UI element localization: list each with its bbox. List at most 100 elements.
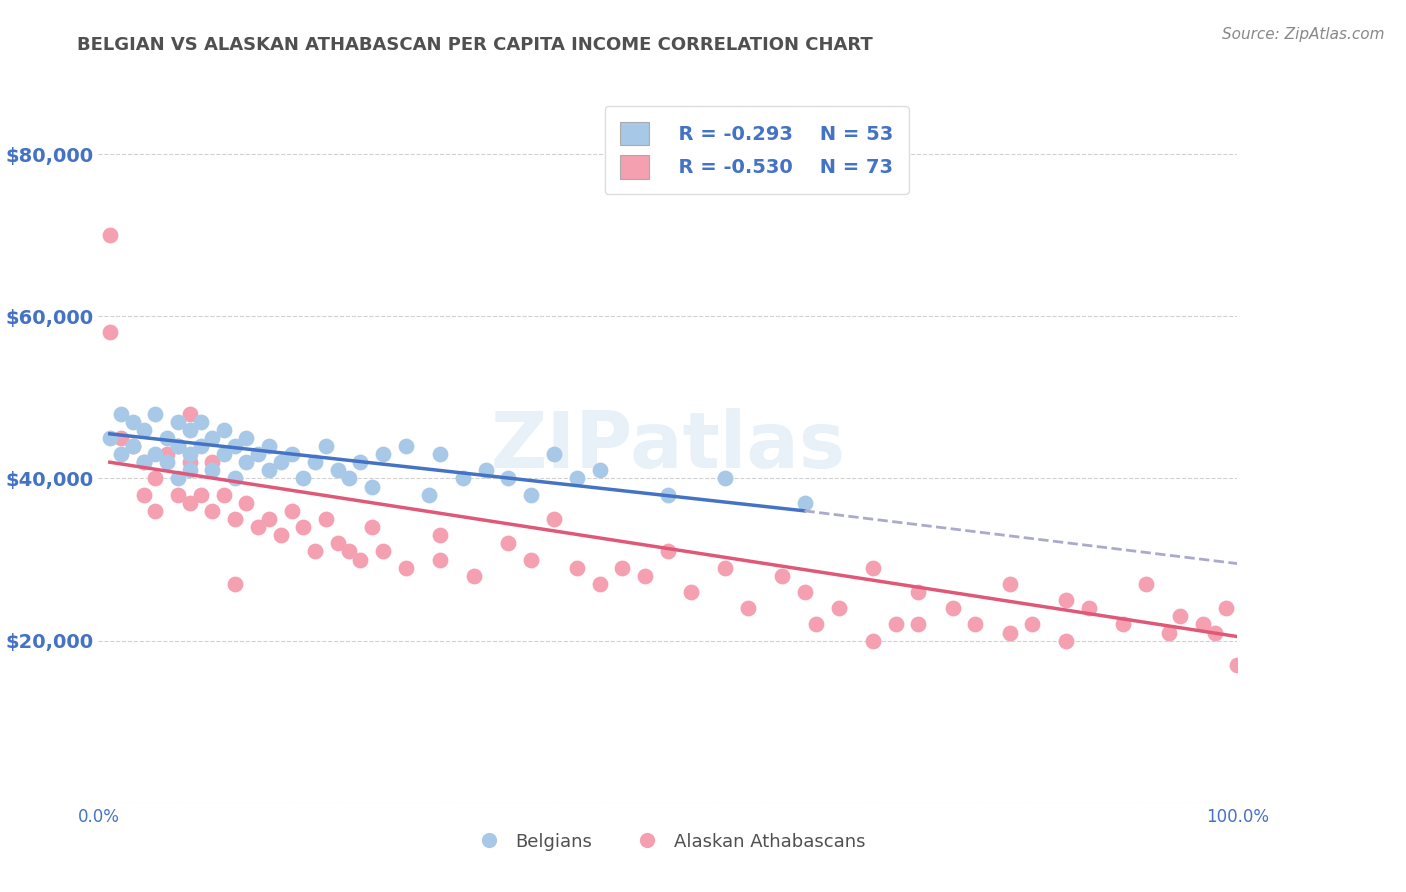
Point <box>167 488 190 502</box>
Point <box>145 447 167 461</box>
Point <box>520 552 543 566</box>
Point <box>132 423 155 437</box>
Point <box>110 407 132 421</box>
Point <box>235 431 257 445</box>
Point <box>259 512 281 526</box>
Point <box>429 528 451 542</box>
Point <box>1054 593 1078 607</box>
Point <box>132 455 155 469</box>
Point <box>212 423 235 437</box>
Point <box>167 439 190 453</box>
Point <box>565 471 588 485</box>
Point <box>190 439 212 453</box>
Point <box>349 552 371 566</box>
Point <box>292 520 315 534</box>
Point <box>304 455 326 469</box>
Point <box>498 536 520 550</box>
Point <box>770 568 793 582</box>
Point <box>862 633 884 648</box>
Point <box>145 407 167 421</box>
Point <box>612 560 634 574</box>
Point <box>304 544 326 558</box>
Point <box>121 439 143 453</box>
Point <box>1204 625 1226 640</box>
Point <box>190 415 212 429</box>
Point <box>737 601 759 615</box>
Point <box>224 512 246 526</box>
Point <box>634 568 657 582</box>
Point <box>942 601 965 615</box>
Point <box>1226 657 1249 672</box>
Point <box>326 536 349 550</box>
Point <box>349 455 371 469</box>
Point <box>156 447 179 461</box>
Point <box>190 488 212 502</box>
Point <box>907 617 929 632</box>
Point <box>998 625 1021 640</box>
Point <box>588 577 610 591</box>
Point <box>224 577 246 591</box>
Point <box>132 488 155 502</box>
Point <box>1078 601 1101 615</box>
Point <box>179 447 201 461</box>
Point <box>418 488 440 502</box>
Point <box>520 488 543 502</box>
Point <box>965 617 987 632</box>
Point <box>259 439 281 453</box>
Point <box>474 463 496 477</box>
Point <box>270 528 292 542</box>
Point <box>121 415 143 429</box>
Point <box>337 471 360 485</box>
Point <box>371 447 394 461</box>
Point <box>98 431 121 445</box>
Point <box>1157 625 1180 640</box>
Point <box>337 544 360 558</box>
Point <box>543 512 565 526</box>
Point <box>657 488 679 502</box>
Point <box>714 471 737 485</box>
Point <box>371 544 394 558</box>
Point <box>179 423 201 437</box>
Point <box>212 447 235 461</box>
Point <box>224 471 246 485</box>
Point <box>714 560 737 574</box>
Point <box>156 455 179 469</box>
Point <box>235 496 257 510</box>
Point <box>281 504 304 518</box>
Point <box>565 560 588 574</box>
Text: ZIPatlas: ZIPatlas <box>491 408 845 484</box>
Point <box>1170 609 1192 624</box>
Point <box>270 455 292 469</box>
Point <box>121 439 143 453</box>
Point <box>110 447 132 461</box>
Point <box>543 447 565 461</box>
Point <box>179 455 201 469</box>
Point <box>429 447 451 461</box>
Point <box>588 463 610 477</box>
Point <box>281 447 304 461</box>
Point <box>98 228 121 243</box>
Point <box>429 552 451 566</box>
Point <box>212 488 235 502</box>
Point <box>110 431 132 445</box>
Point <box>167 439 190 453</box>
Point <box>998 577 1021 591</box>
Point <box>679 585 702 599</box>
Point <box>451 471 474 485</box>
Text: Source: ZipAtlas.com: Source: ZipAtlas.com <box>1222 27 1385 42</box>
Point <box>156 431 179 445</box>
Point <box>395 560 418 574</box>
Point <box>657 544 679 558</box>
Point <box>804 617 827 632</box>
Point <box>145 504 167 518</box>
Legend: Belgians, Alaskan Athabascans: Belgians, Alaskan Athabascans <box>463 826 873 858</box>
Point <box>360 520 382 534</box>
Text: BELGIAN VS ALASKAN ATHABASCAN PER CAPITA INCOME CORRELATION CHART: BELGIAN VS ALASKAN ATHABASCAN PER CAPITA… <box>77 36 873 54</box>
Point <box>246 520 269 534</box>
Point <box>179 463 201 477</box>
Point <box>145 471 167 485</box>
Point <box>167 471 190 485</box>
Point <box>1054 633 1078 648</box>
Point <box>201 504 224 518</box>
Point <box>315 439 337 453</box>
